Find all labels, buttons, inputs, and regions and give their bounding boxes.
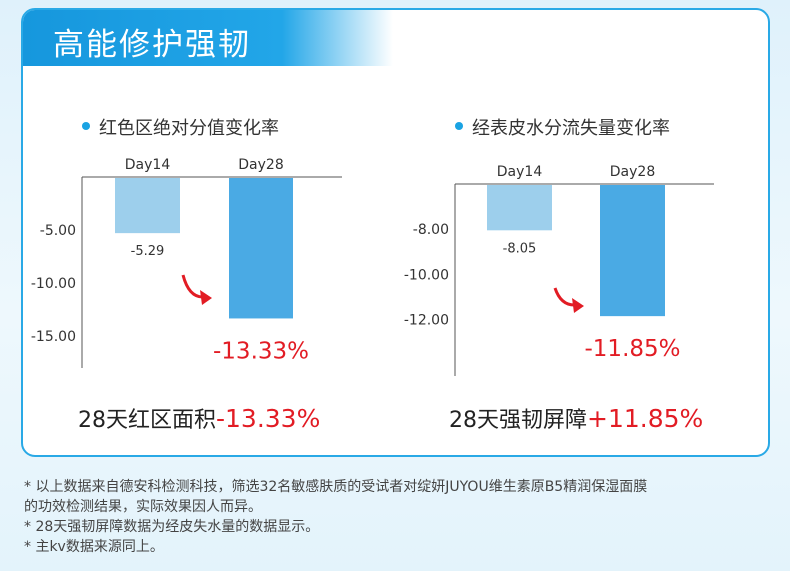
x-tick-label: Day28 bbox=[238, 157, 283, 173]
footnotes: * 以上数据来自德安科检测科技，筛选32名敏感肤质的受试者对绽妍JUYOU维生素… bbox=[24, 477, 647, 557]
summary-red-zone: 28天红区面积-13.33% bbox=[78, 402, 320, 434]
y-tick-label: -10.00 bbox=[31, 276, 76, 292]
x-tick-label: Day14 bbox=[125, 157, 171, 173]
footnote-line: * 28天强韧屏障数据为经皮失水量的数据显示。 bbox=[24, 519, 320, 535]
summary-red-zone-label: 28天红区面积 bbox=[78, 408, 216, 433]
bar-day28 bbox=[229, 178, 293, 319]
title-banner: 高能修护强韧 bbox=[23, 10, 393, 66]
footnote-line: * 主kv数据来源同上。 bbox=[24, 539, 164, 555]
footnote-line: 的功效检测结果，实际效果因人而异。 bbox=[24, 499, 262, 515]
footnote-line: * 以上数据来自德安科检测科技，筛选32名敏感肤质的受试者对绽妍JUYOU维生素… bbox=[24, 479, 648, 495]
chart-red-zone: -5.00 -10.00 -15.00 Day14 -5.29 Day28 -13.33% bbox=[31, 157, 342, 368]
bullet-dot-icon bbox=[455, 122, 463, 130]
y-tick-label: -8.00 bbox=[413, 222, 449, 238]
chart1-title: 红色区绝对分值变化率 bbox=[99, 118, 279, 139]
bullet-dot-icon bbox=[82, 122, 90, 130]
x-tick-label: Day28 bbox=[610, 164, 655, 180]
bar-day28 bbox=[600, 185, 665, 317]
x-tick-label: Day14 bbox=[497, 164, 543, 180]
highlight-data-label: -11.85% bbox=[585, 336, 681, 362]
summary-barrier: 28天强韧屏障+11.85% bbox=[449, 402, 703, 434]
y-tick-label: -5.00 bbox=[40, 223, 76, 239]
trend-arrow-head-icon bbox=[572, 298, 584, 313]
highlight-data-label: -13.33% bbox=[213, 338, 309, 364]
data-label: -8.05 bbox=[503, 241, 537, 256]
y-tick-label: -10.00 bbox=[404, 267, 449, 283]
summary-barrier-label: 28天强韧屏障 bbox=[449, 408, 587, 433]
trend-arrow-head-icon bbox=[200, 290, 212, 305]
chart2-title: 经表皮水分流失量变化率 bbox=[472, 118, 670, 139]
data-label: -5.29 bbox=[131, 244, 165, 259]
bar-day14 bbox=[487, 185, 552, 231]
y-tick-label: -12.00 bbox=[404, 313, 449, 329]
y-tick-label: -15.00 bbox=[31, 329, 76, 345]
banner-title: 高能修护强韧 bbox=[53, 27, 251, 63]
chart-tewl: -8.00 -10.00 -12.00 Day14 -8.05 Day28 -11.85% bbox=[404, 164, 714, 376]
summary-red-zone-value: -13.33% bbox=[216, 404, 321, 433]
summary-barrier-value: +11.85% bbox=[587, 404, 704, 433]
bar-day14 bbox=[115, 178, 180, 234]
